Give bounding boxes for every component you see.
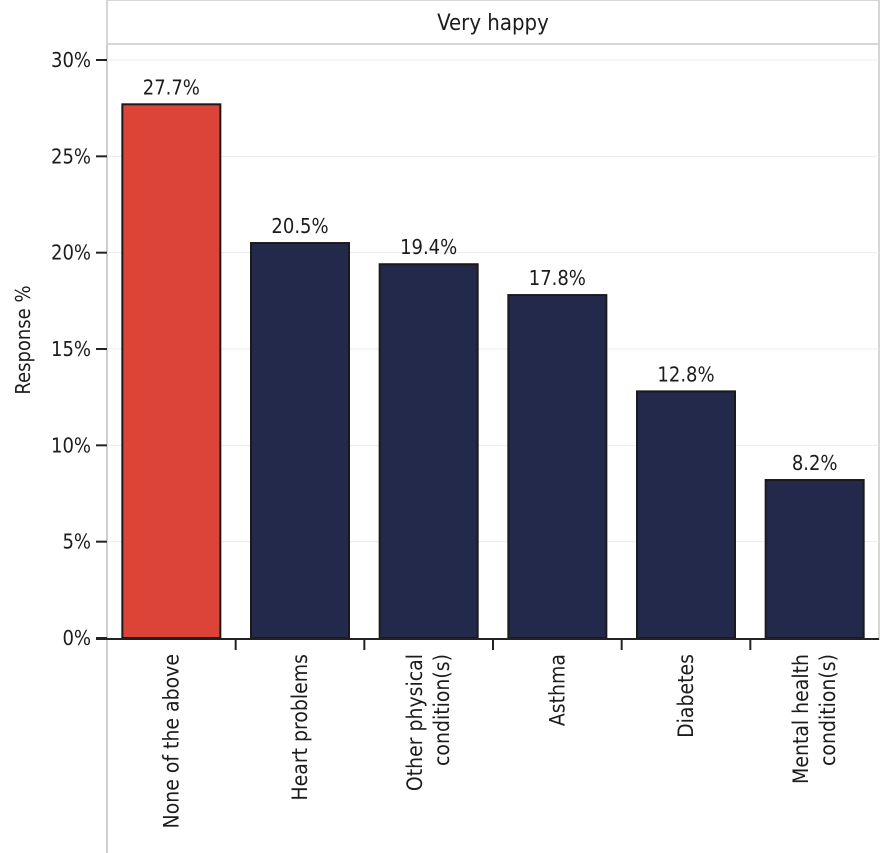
category-label: None of the above: [159, 654, 183, 828]
gridlines: [107, 59, 879, 543]
bar: [378, 263, 479, 639]
panel-title: Very happy: [437, 11, 549, 36]
category-label: Diabetes: [674, 654, 698, 738]
y-tick-label: 5%: [62, 530, 91, 554]
bar-value-label: 12.8%: [657, 362, 714, 386]
y-tick-label: 20%: [51, 241, 91, 265]
panel-header: [106, 0, 880, 45]
bar-value-label: 27.7%: [143, 75, 200, 99]
bars: [121, 103, 865, 640]
category-label: Asthma: [545, 654, 569, 726]
y-tick-label: 30%: [51, 48, 91, 72]
y-tick-label: 10%: [51, 433, 91, 457]
bar: [250, 242, 350, 640]
x-axis: [96, 638, 879, 650]
bar-value-label: 8.2%: [792, 451, 838, 475]
bar: [121, 103, 222, 639]
bar: [764, 479, 865, 639]
category-label: condition(s): [816, 654, 840, 766]
category-label: Mental health: [789, 654, 813, 784]
category-labels: None of the above Heart problems Other phy…: [159, 654, 840, 828]
y-tick-label: 15%: [51, 337, 91, 361]
value-labels: 27.7% 20.5% 19.4% 17.8% 12.8% 8.2%: [143, 75, 838, 475]
bar-value-label: 19.4%: [400, 235, 457, 259]
bar: [636, 390, 736, 639]
y-tick-label: 0%: [62, 626, 91, 650]
category-label: Heart problems: [288, 654, 312, 801]
y-axis: 0% 5% 10% 15% 20% 25% 30%: [51, 48, 107, 650]
bar-value-label: 17.8%: [529, 266, 586, 290]
bar: [507, 294, 608, 639]
bar-value-label: 20.5%: [271, 214, 328, 238]
y-tick-label: 25%: [51, 144, 91, 168]
y-axis-label: Response %: [11, 285, 35, 394]
category-label: condition(s): [430, 654, 454, 766]
category-label: Other physical: [403, 654, 427, 791]
